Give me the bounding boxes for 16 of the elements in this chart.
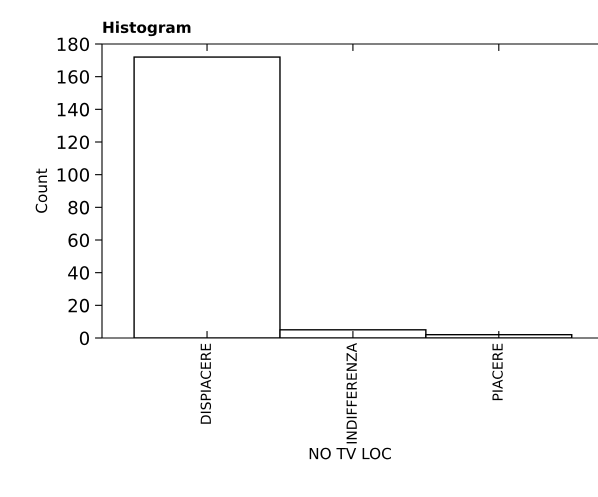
y-tick-label: 100 (58, 168, 89, 182)
y-tick-label: 0 (80, 331, 89, 346)
y-tick-label: 60 (68, 233, 89, 248)
y-tick-label: 140 (58, 102, 89, 116)
y-axis-title: Count (36, 168, 48, 213)
y-tick-label: 120 (58, 135, 89, 150)
x-tick-label: DISPIACERE (200, 344, 212, 424)
chart-title: Histogram (103, 21, 190, 36)
x-tick-label: PIACERE (492, 344, 503, 400)
y-tick-label: 40 (68, 266, 89, 280)
x-tick-label: INDIFFERENZA (346, 342, 357, 444)
y-tick-label: 20 (68, 298, 89, 312)
y-tick-label: 180 (58, 37, 89, 52)
x-axis-title: NO TV LOC (310, 448, 391, 460)
y-tick-label: 160 (58, 70, 89, 84)
y-tick-label: 80 (68, 200, 89, 214)
